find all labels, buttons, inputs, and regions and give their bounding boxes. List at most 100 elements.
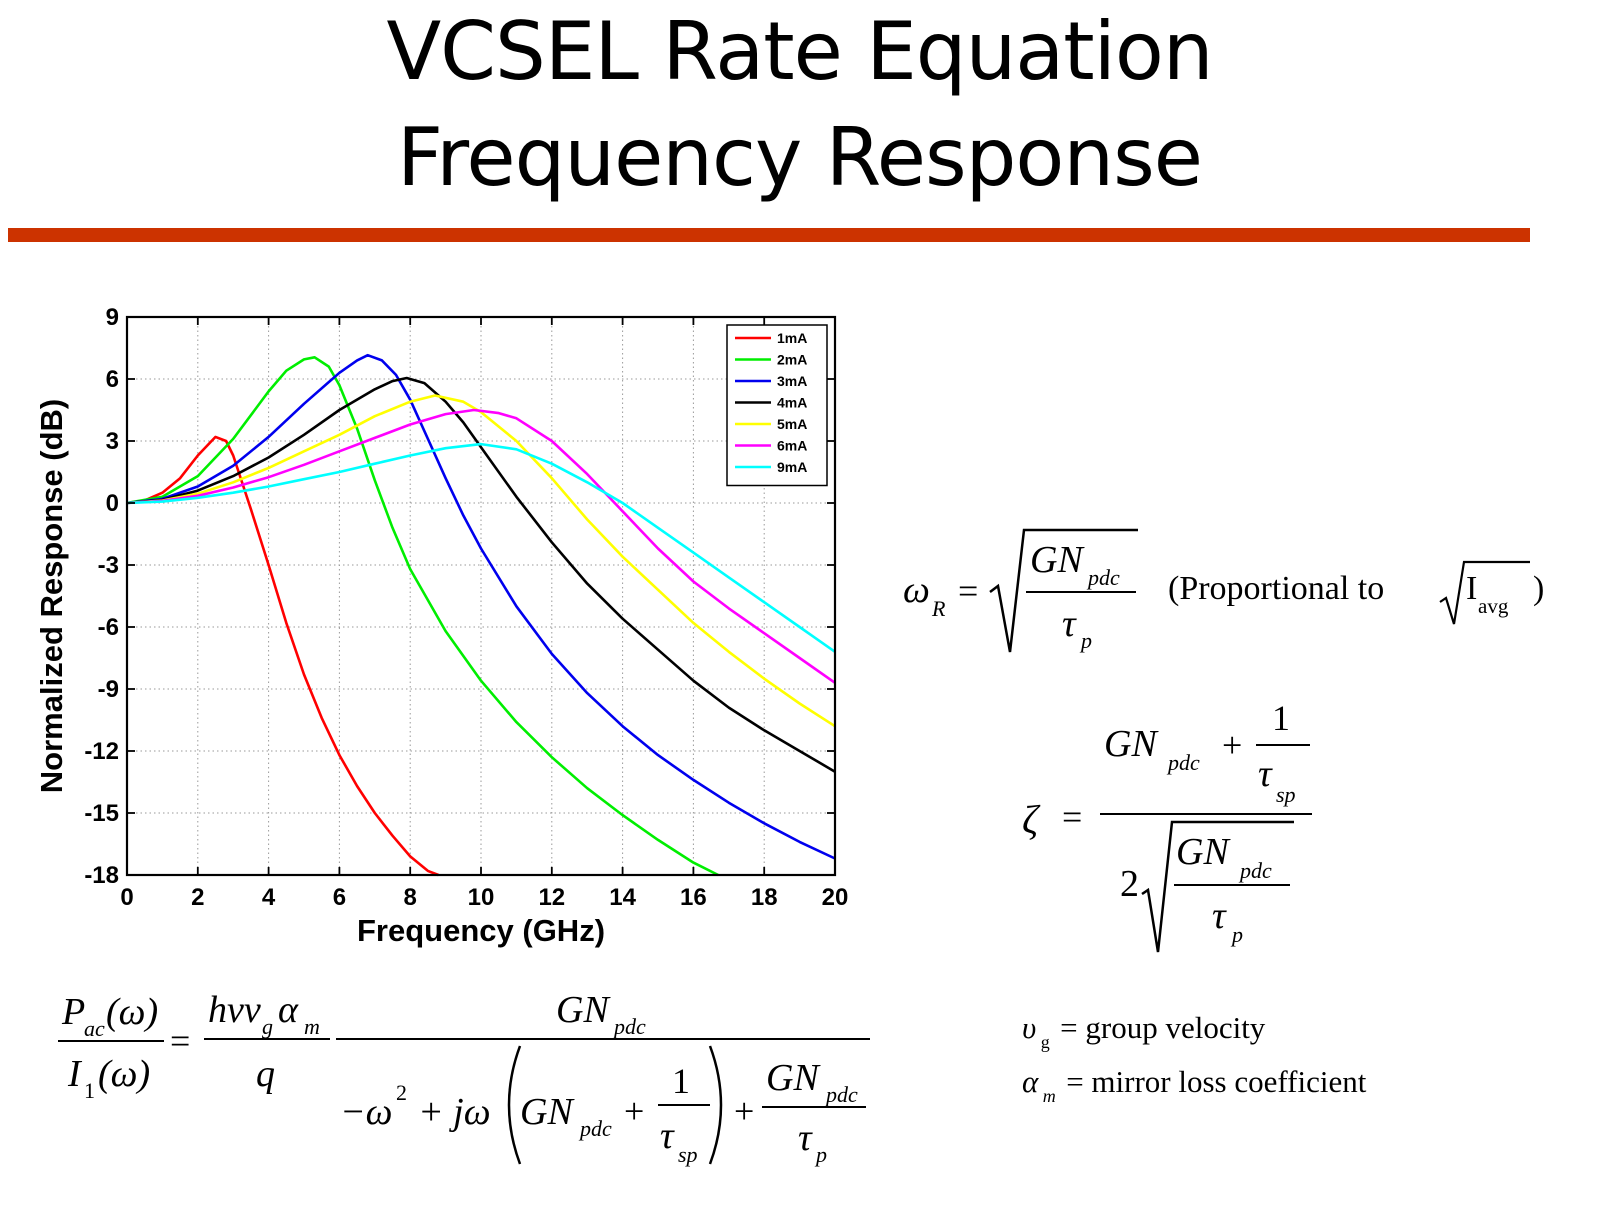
zeta-radical-numerator-subscript: pdc <box>1240 858 1272 883</box>
x-tick-label: 16 <box>680 884 707 911</box>
proportional-radicand: I <box>1466 570 1478 607</box>
omega-r-symbol: ω <box>903 569 930 611</box>
legend-label-5mA: 5mA <box>777 416 807 432</box>
definition-symbol: υ <box>1022 1010 1037 1045</box>
y-tick-label: -15 <box>84 800 119 827</box>
x-tick-label: 10 <box>468 884 495 911</box>
y-tick-label: -12 <box>84 738 119 765</box>
zeta-one: 1 <box>1272 698 1290 738</box>
transfer-lhs-fraction-bar <box>58 1040 164 1042</box>
transfer-denominator-gn: GN <box>520 1091 573 1133</box>
legend-box <box>726 324 828 487</box>
definition-text: = mirror loss coefficient <box>1066 1064 1367 1099</box>
x-tick-label: 6 <box>333 884 346 911</box>
omega-r-denominator-subscript: p <box>1081 628 1092 653</box>
x-tick-label: 8 <box>404 884 417 911</box>
y-tick-label: -3 <box>98 552 119 579</box>
legend-label-4mA: 4mA <box>777 395 807 411</box>
transfer-omega-exponent: 2 <box>396 1080 407 1105</box>
slide-title-line-2: Frequency Response <box>397 111 1203 204</box>
transfer-lhs-denominator: I <box>68 1053 81 1095</box>
x-tick-label: 14 <box>609 884 636 911</box>
proportional-note-close: ) <box>1533 570 1545 607</box>
y-axis-label: Normalized Response (dB) <box>34 399 69 793</box>
transfer-denominator-gn-2-subscript: pdc <box>826 1082 858 1107</box>
y-tick-label: -9 <box>98 676 119 703</box>
transfer-lhs-numerator: P <box>62 991 86 1033</box>
zeta-equals: = <box>1062 797 1083 837</box>
transfer-tau-sp-subscript: sp <box>678 1142 698 1167</box>
transfer-inner-fraction-bar <box>658 1104 710 1106</box>
x-tick-label: 20 <box>822 884 849 911</box>
frequency-response-chart: 0 2 4 6 8 10 12 14 16 18 20 -18 -15 -12 -9 -6 -3 0 3 6 9 Freq… <box>34 304 849 948</box>
x-tick-label: 18 <box>751 884 778 911</box>
zeta-two: 2 <box>1120 863 1139 905</box>
x-axis-label: Frequency (GHz) <box>357 913 605 948</box>
transfer-tau-p: τ <box>798 1117 812 1159</box>
x-tick-label: 2 <box>191 884 204 911</box>
zeta-radical-numerator: GN <box>1176 831 1229 873</box>
title-divider <box>8 228 1530 242</box>
y-tick-label: 9 <box>106 304 119 331</box>
slide-title-line-1: VCSEL Rate Equation <box>386 5 1213 98</box>
proportional-note: (Proportional to <box>1168 570 1385 607</box>
transfer-lhs-numerator-arg: (ω) <box>106 991 159 1033</box>
transfer-last-fraction-bar <box>762 1106 866 1108</box>
zeta-numerator-plus: + <box>1222 725 1243 765</box>
y-tick-label: 3 <box>106 428 119 455</box>
transfer-one: 1 <box>672 1061 690 1101</box>
x-tick-label: 4 <box>262 884 276 911</box>
definition-mirror-loss: α m = mirror loss coefficient <box>1022 1064 1367 1106</box>
transfer-f-numerator: GN <box>556 989 609 1031</box>
transfer-f-numerator-subscript: pdc <box>614 1014 646 1039</box>
definition-subscript: m <box>1042 1086 1056 1106</box>
zeta-numerator-gn-subscript: pdc <box>1168 750 1200 775</box>
x-tick-label: 0 <box>120 884 133 911</box>
y-tick-label: -6 <box>98 614 119 641</box>
proportional-radicand-subscript: avg <box>1478 594 1509 618</box>
definition-text: = group velocity <box>1060 1010 1266 1045</box>
zeta-fraction-bar <box>1100 813 1312 815</box>
legend-label-2mA: 2mA <box>777 352 807 368</box>
transfer-k-denominator: q <box>256 1053 275 1095</box>
y-tick-label: -18 <box>84 862 119 889</box>
legend-label-6mA: 6mA <box>777 438 807 454</box>
definition-subscript: g <box>1040 1032 1050 1052</box>
zeta-symbol: ζ <box>1022 797 1039 842</box>
zeta-radical-fraction-bar <box>1174 884 1290 886</box>
zeta-numerator-gn: GN <box>1104 723 1157 765</box>
legend-label-9mA: 9mA <box>777 459 807 475</box>
transfer-k-numerator-subscript: g <box>262 1014 273 1039</box>
proportional-radical <box>1439 560 1530 625</box>
omega-r-denominator: τ <box>1062 603 1076 645</box>
transfer-open-paren <box>507 1045 522 1165</box>
series-line-3mA <box>126 353 836 860</box>
transfer-j-omega: + jω <box>418 1091 491 1133</box>
zeta-tau: τ <box>1258 753 1272 795</box>
omega-r-radical <box>989 528 1138 653</box>
transfer-denominator-gn-2: GN <box>766 1057 819 1099</box>
zeta-inner-fraction-bar <box>1256 744 1310 746</box>
zeta-radical-denominator: τ <box>1212 895 1226 937</box>
transfer-main-fraction-bar <box>336 1038 870 1040</box>
legend-label-1mA: 1mA <box>777 330 807 346</box>
transfer-denominator-plus-2: + <box>734 1091 755 1131</box>
definition-group-velocity: υ g = group velocity <box>1022 1010 1266 1052</box>
omega-r-equals: = <box>958 571 979 611</box>
omega-r-fraction-bar <box>1026 591 1136 593</box>
series-line-2mA <box>126 356 719 877</box>
transfer-lhs-numerator-subscript: ac <box>84 1016 105 1041</box>
transfer-k-numerator-alpha-subscript: m <box>304 1014 320 1039</box>
transfer-lhs-denominator-subscript: 1 <box>84 1078 95 1103</box>
transfer-tau-sp: τ <box>660 1115 674 1157</box>
transfer-k-fraction-bar <box>204 1038 330 1040</box>
transfer-lhs-denominator-arg: (ω) <box>98 1053 151 1095</box>
transfer-tau-p-subscript: p <box>816 1142 827 1167</box>
series-line-5mA <box>126 394 836 728</box>
transfer-k-numerator-alpha: α <box>278 989 298 1031</box>
zeta-radical <box>1141 820 1294 953</box>
x-tick-label: 12 <box>538 884 565 911</box>
series-line-9mA <box>126 442 836 653</box>
omega-r-numerator: GN <box>1030 539 1083 581</box>
transfer-minus-omega: −ω <box>340 1091 393 1133</box>
